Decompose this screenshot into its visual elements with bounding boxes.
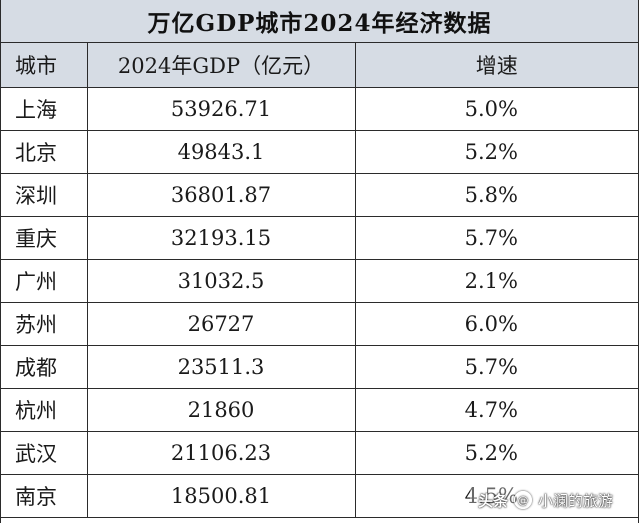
cell-gdp: 32193.15 xyxy=(86,215,356,260)
table-row: 北京 49843.1 5.2% xyxy=(1,129,638,174)
cell-rate: 4.7% xyxy=(354,387,638,432)
cell-city: 上海 xyxy=(1,86,88,131)
cell-city: 南京 xyxy=(1,473,88,518)
cell-rate: 5.7% xyxy=(354,344,638,389)
table-row: 杭州 21860 4.7% xyxy=(1,387,638,432)
table-row: 上海 53926.71 5.0% xyxy=(1,86,638,131)
cell-rate: 5.2% xyxy=(354,430,638,475)
cell-rate: 4.5% xyxy=(354,473,638,518)
cell-gdp: 23511.3 xyxy=(86,344,356,389)
header-gdp: 2024年GDP（亿元） xyxy=(86,43,356,88)
table-row: 广州 31032.5 2.1% xyxy=(1,258,638,303)
cell-rate: 5.0% xyxy=(354,86,638,131)
cell-city: 北京 xyxy=(1,129,88,174)
table-row: 重庆 32193.15 5.7% xyxy=(1,215,638,260)
gdp-table: 城市 2024年GDP（亿元） 增速 上海 53926.71 5.0% 北京 4… xyxy=(1,43,638,518)
cell-gdp: 21860 xyxy=(86,387,356,432)
table-header-row: 城市 2024年GDP（亿元） 增速 xyxy=(1,43,638,88)
table-row: 武汉 21106.23 5.2% xyxy=(1,430,638,475)
table-row: 南京 18500.81 4.5% xyxy=(1,473,638,518)
cell-gdp: 36801.87 xyxy=(86,172,356,217)
cell-rate: 5.8% xyxy=(354,172,638,217)
cell-city: 成都 xyxy=(1,344,88,389)
watermark-account: 小澜的旅游 xyxy=(537,491,613,510)
cell-city: 广州 xyxy=(1,258,88,303)
cell-city: 武汉 xyxy=(1,430,88,475)
header-rate: 增速 xyxy=(354,43,638,88)
cell-gdp: 26727 xyxy=(86,301,356,346)
at-icon: @ xyxy=(513,491,532,509)
table-title: 万亿GDP城市2024年经济数据 xyxy=(147,10,492,37)
source-watermark: 头条 @ 小澜的旅游 xyxy=(469,487,621,513)
watermark-brand: 头条 xyxy=(477,491,508,510)
table-row: 深圳 36801.87 5.8% xyxy=(1,172,638,217)
header-city: 城市 xyxy=(1,43,88,88)
table-title-row: 万亿GDP城市2024年经济数据 xyxy=(1,0,638,43)
cell-gdp: 49843.1 xyxy=(86,129,356,174)
cell-rate: 5.2% xyxy=(354,129,638,174)
table-row: 苏州 26727 6.0% xyxy=(1,301,638,346)
cell-city: 苏州 xyxy=(1,301,88,346)
cell-gdp: 31032.5 xyxy=(86,258,356,303)
cell-city: 重庆 xyxy=(1,215,88,260)
cell-city: 杭州 xyxy=(1,387,88,432)
cell-rate: 5.7% xyxy=(354,215,638,260)
cell-rate: 2.1% xyxy=(354,258,638,303)
cell-gdp: 53926.71 xyxy=(86,86,356,131)
cell-rate: 6.0% xyxy=(354,301,638,346)
table-row: 成都 23511.3 5.7% xyxy=(1,344,638,389)
cell-city: 深圳 xyxy=(1,172,88,217)
cell-gdp: 21106.23 xyxy=(86,430,356,475)
cell-gdp: 18500.81 xyxy=(86,473,356,518)
